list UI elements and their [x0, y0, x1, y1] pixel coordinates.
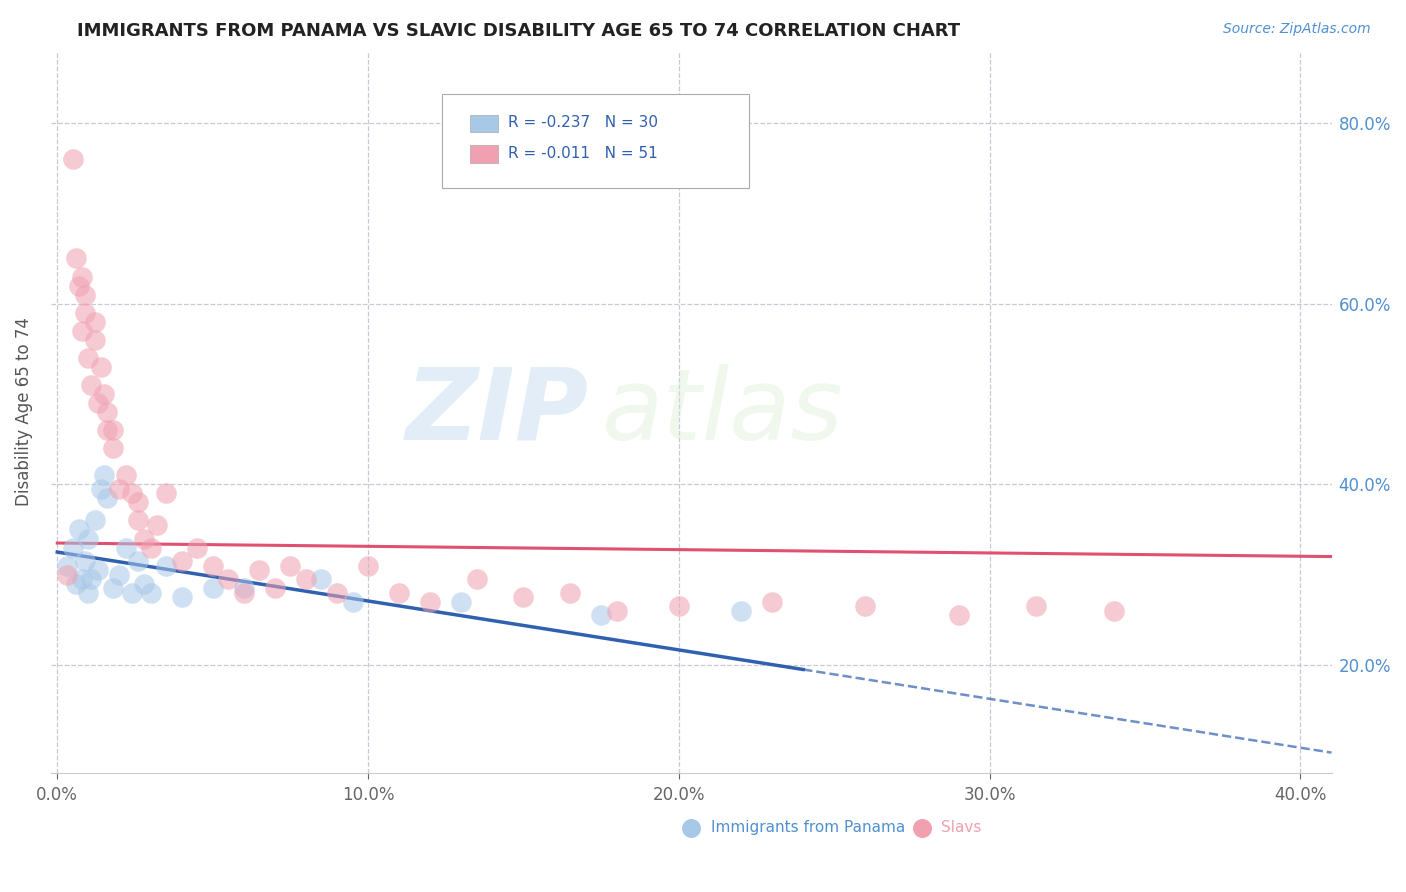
Point [247, 563, 270, 577]
Point [419, 595, 441, 609]
Point [127, 513, 149, 527]
Point [70, 572, 93, 586]
Point [65, 252, 87, 266]
Point [263, 581, 285, 595]
Point [201, 581, 224, 595]
Point [232, 581, 254, 595]
Point [90, 359, 112, 374]
Point [62, 152, 84, 166]
Text: atlas: atlas [602, 364, 844, 460]
FancyBboxPatch shape [441, 94, 749, 188]
Point [103, 581, 125, 595]
Point [103, 441, 125, 455]
Point [761, 595, 783, 609]
Point [311, 572, 333, 586]
Point [155, 558, 177, 573]
Point [127, 495, 149, 509]
Point [450, 595, 472, 609]
Point [108, 482, 131, 496]
Point [80, 572, 103, 586]
Point [67, 278, 90, 293]
Point [295, 572, 318, 586]
Point [201, 558, 224, 573]
Point [96, 405, 118, 419]
Point [75, 554, 97, 568]
Point [83, 333, 105, 347]
Point [170, 554, 193, 568]
Point [96, 423, 118, 437]
Point [77, 351, 100, 365]
Point [93, 387, 115, 401]
Point [853, 599, 876, 614]
Point [357, 558, 380, 573]
Point [730, 604, 752, 618]
Point [77, 532, 100, 546]
Text: Source: ZipAtlas.com: Source: ZipAtlas.com [1223, 22, 1371, 37]
Point [388, 585, 411, 599]
Y-axis label: Disability Age 65 to 74: Disability Age 65 to 74 [15, 318, 32, 507]
Point [108, 567, 131, 582]
Point [86, 396, 108, 410]
Point [558, 585, 581, 599]
Point [1025, 599, 1047, 614]
Point [139, 585, 162, 599]
Point [217, 572, 239, 586]
Point [170, 591, 193, 605]
Point [134, 576, 156, 591]
Point [512, 591, 534, 605]
Point [114, 541, 136, 555]
Point [232, 585, 254, 599]
Point [80, 378, 103, 392]
Point [591, 608, 613, 623]
Point [139, 541, 162, 555]
Point [86, 563, 108, 577]
Point [75, 287, 97, 301]
Point [83, 513, 105, 527]
Point [103, 423, 125, 437]
Point [280, 558, 302, 573]
Point [186, 541, 208, 555]
Point [55, 567, 77, 582]
Point [606, 604, 628, 618]
Point [121, 486, 143, 500]
Text: R = -0.011   N = 51: R = -0.011 N = 51 [508, 145, 658, 161]
Text: IMMIGRANTS FROM PANAMA VS SLAVIC DISABILITY AGE 65 TO 74 CORRELATION CHART: IMMIGRANTS FROM PANAMA VS SLAVIC DISABIL… [77, 22, 960, 40]
FancyBboxPatch shape [470, 145, 498, 162]
Point [668, 599, 690, 614]
Point [155, 486, 177, 500]
Point [134, 532, 156, 546]
Point [55, 558, 77, 573]
Point [948, 608, 970, 623]
Text: Immigrants from Panama: Immigrants from Panama [710, 820, 905, 835]
Point [93, 468, 115, 483]
Point [83, 315, 105, 329]
Point [121, 585, 143, 599]
Point [62, 541, 84, 555]
Text: Slavs: Slavs [941, 820, 981, 835]
Point [326, 585, 349, 599]
Point [90, 482, 112, 496]
Point [67, 523, 90, 537]
Point [145, 518, 167, 533]
Point [342, 595, 364, 609]
Point [77, 585, 100, 599]
Point [1102, 604, 1125, 618]
Text: R = -0.237   N = 30: R = -0.237 N = 30 [508, 115, 658, 130]
Point [114, 468, 136, 483]
Point [96, 491, 118, 505]
Point [70, 324, 93, 338]
Point [75, 306, 97, 320]
Point [70, 269, 93, 284]
Point [465, 572, 488, 586]
FancyBboxPatch shape [470, 115, 498, 132]
Point [127, 554, 149, 568]
Text: ZIP: ZIP [406, 364, 589, 460]
Point [65, 576, 87, 591]
